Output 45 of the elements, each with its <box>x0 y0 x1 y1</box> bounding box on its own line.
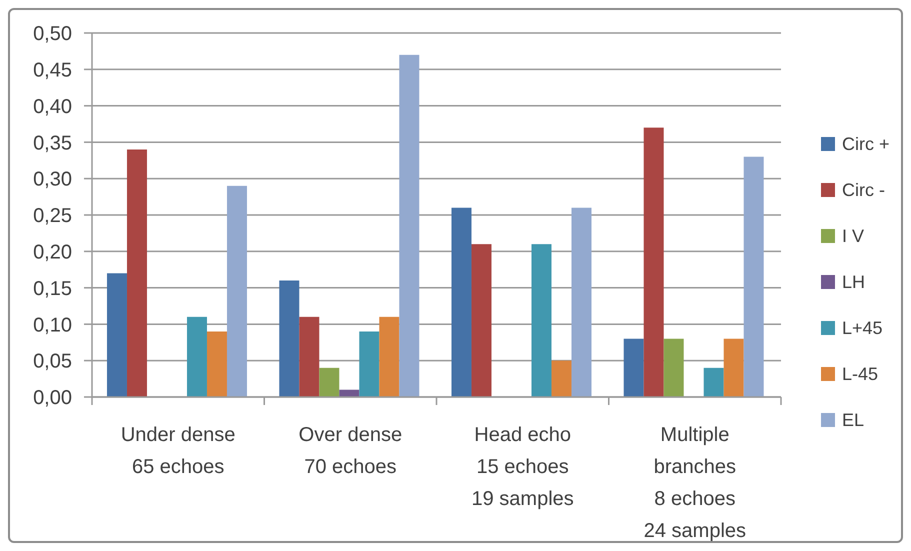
y-tick-label: 0,35 <box>33 132 72 154</box>
bar <box>106 273 127 397</box>
bar <box>226 186 247 397</box>
bar <box>206 331 227 397</box>
y-tick-label: 0,15 <box>33 278 72 300</box>
y-tick-label: 0,10 <box>33 314 72 336</box>
bar <box>624 338 644 397</box>
bar <box>126 149 147 397</box>
y-tick-label: 0,25 <box>33 205 72 228</box>
bar <box>379 316 400 397</box>
bar <box>724 338 744 397</box>
bar <box>551 360 572 397</box>
x-tick-label: Under dense 65 echoes <box>120 424 236 478</box>
y-tick-label: 0,30 <box>33 168 72 191</box>
y-tick-label: 0,00 <box>33 387 72 410</box>
bar <box>744 156 764 397</box>
x-tick-label: Multiple branches 8 echoes 24 samples <box>644 424 746 542</box>
bar <box>571 208 592 397</box>
legend-label: L-45 <box>842 364 878 384</box>
legend-label: LH <box>842 272 866 292</box>
legend-label: Circ - <box>842 180 885 200</box>
y-tick-label: 0,50 <box>33 23 72 46</box>
bar <box>644 128 664 397</box>
bar <box>664 338 684 397</box>
bar <box>299 316 320 397</box>
bar <box>279 280 300 397</box>
x-tick-label: Over dense 70 echoes <box>298 424 402 478</box>
legend-label: Circ + <box>842 134 890 154</box>
bar <box>451 208 472 397</box>
bar <box>339 390 360 397</box>
y-tick-label: 0,05 <box>33 350 72 373</box>
y-tick-label: 0,40 <box>33 96 72 118</box>
bar <box>531 244 552 397</box>
bar <box>186 316 207 397</box>
bar <box>319 368 340 397</box>
y-tick-label: 0,45 <box>33 60 72 82</box>
bar <box>471 244 492 397</box>
x-tick-label: Head echo 15 echoes 19 samples <box>471 424 574 510</box>
legend-label: I V <box>842 226 864 246</box>
legend-label: EL <box>842 410 864 430</box>
y-tick-label: 0,20 <box>33 242 72 264</box>
bar <box>704 368 724 397</box>
legend-label: L+45 <box>842 318 883 338</box>
bar <box>359 331 380 397</box>
bar <box>399 54 420 397</box>
